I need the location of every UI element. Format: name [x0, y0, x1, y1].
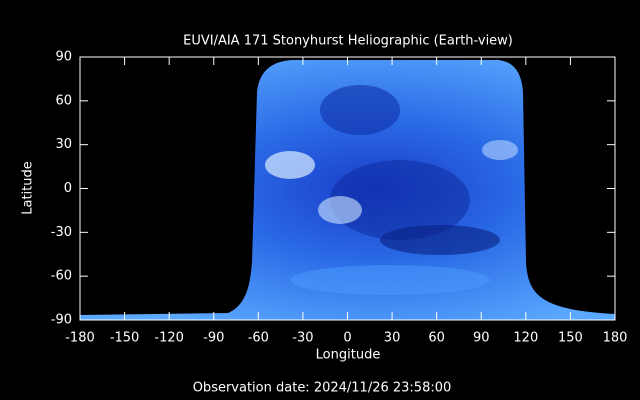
x-tick-label: 90	[473, 331, 490, 346]
y-tick-label: 0	[64, 181, 72, 196]
observation-date: Observation date: 2024/11/26 23:58:00	[193, 381, 452, 396]
x-axis-label: Longitude	[316, 348, 381, 363]
y-tick-label: -30	[51, 225, 72, 240]
y-axis-label: Latitude	[21, 161, 36, 215]
x-tick-label: -120	[154, 331, 184, 346]
x-tick-label: -90	[203, 331, 224, 346]
x-tick-label: -60	[248, 331, 269, 346]
x-tick-label: -180	[65, 331, 95, 346]
x-tick-label: -30	[292, 331, 313, 346]
x-tick-label: -150	[110, 331, 140, 346]
x-tick-label: 60	[428, 331, 445, 346]
y-tick-label: 90	[55, 50, 72, 65]
chart-title: EUVI/AIA 171 Stonyhurst Heliographic (Ea…	[183, 34, 513, 49]
x-tick-label: 30	[384, 331, 401, 346]
x-tick-label: 150	[558, 331, 583, 346]
x-tick-label: 180	[603, 331, 628, 346]
heliographic-map	[80, 60, 615, 320]
y-tick-label: 60	[55, 93, 72, 108]
x-tick-label: 120	[513, 331, 538, 346]
y-tick-label: -90	[51, 313, 72, 328]
y-tick-label: -60	[51, 269, 72, 284]
y-tick-label: 30	[55, 137, 72, 152]
x-tick-label: 0	[343, 331, 351, 346]
